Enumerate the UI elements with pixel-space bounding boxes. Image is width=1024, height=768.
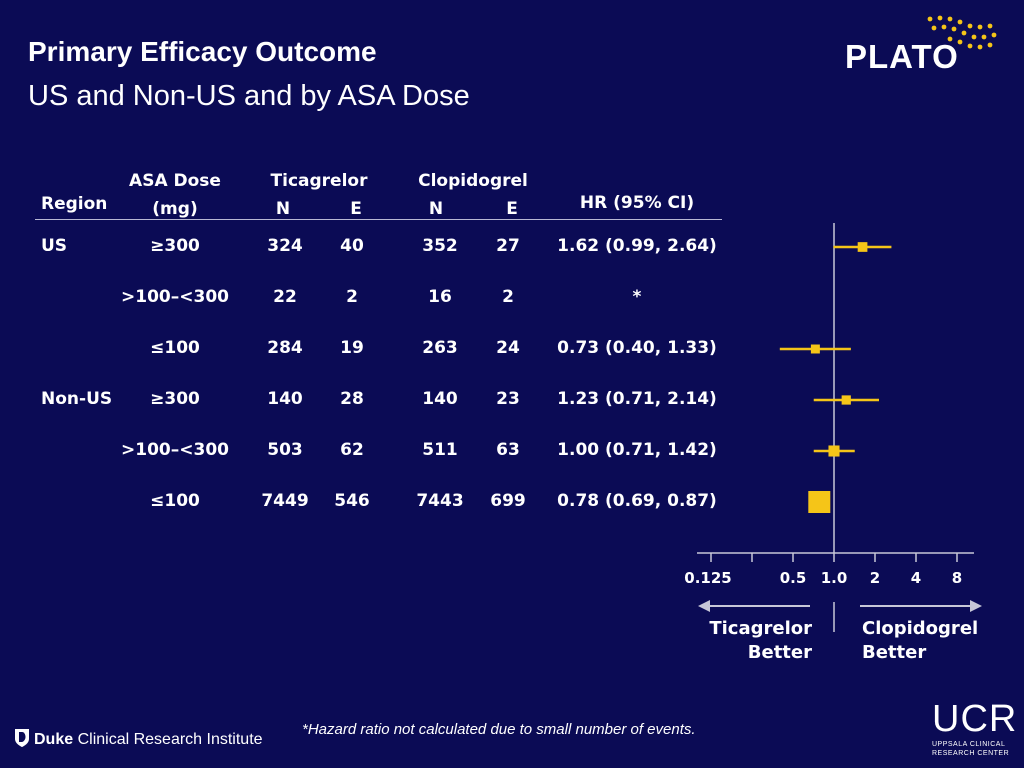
cell-clo-n: 140: [422, 389, 458, 409]
plato-logo: PLATO: [845, 38, 959, 75]
header-clopidogrel-e: E: [506, 199, 518, 219]
hr-marker: [810, 344, 820, 354]
cell-clo-e: 699: [490, 491, 526, 511]
cell-tic-e: 2: [346, 287, 358, 307]
header-clopidogrel-n: N: [428, 199, 444, 219]
cell-clo-n: 511: [422, 440, 458, 460]
right-arrow-head: [970, 600, 982, 612]
header-ticagrelor: Ticagrelor: [270, 171, 368, 191]
page-title: Primary Efficacy Outcome: [28, 36, 377, 67]
cell-tic-n: 7449: [261, 491, 309, 511]
header-asa-dose-unit: (mg): [152, 199, 198, 219]
cell-tic-e: 28: [340, 389, 364, 409]
cell-tic-n: 284: [267, 338, 303, 358]
x-tick-label: 0.5: [780, 569, 807, 587]
cell-hr: 0.78 (0.69, 0.87): [557, 491, 717, 511]
x-tick-label: 1.0: [821, 569, 848, 587]
x-tick-label: 4: [911, 569, 921, 587]
cell-dose: ≤100: [150, 338, 200, 358]
page-subtitle: US and Non-US and by ASA Dose: [28, 80, 470, 112]
right-arrow-label-line-2: Better: [862, 642, 927, 663]
left-arrow-label-line-1: Ticagrelor: [709, 618, 812, 639]
hr-marker: [808, 491, 831, 513]
hr-marker: [857, 242, 868, 252]
cell-clo-e: 24: [496, 338, 520, 358]
right-arrow-label-line-1: Clopidogrel: [862, 618, 979, 639]
cell-hr: 0.73 (0.40, 1.33): [557, 338, 717, 358]
cell-tic-e: 40: [340, 236, 364, 256]
x-tick-label: 0.125: [684, 569, 731, 587]
left-arrow-label-line-2: Better: [747, 642, 812, 663]
cell-tic-e: 546: [334, 491, 370, 511]
cell-clo-n: 352: [422, 236, 458, 256]
cell-tic-e: 62: [340, 440, 364, 460]
cell-hr: 1.00 (0.71, 1.42): [557, 440, 717, 460]
ucr-subtitle-line-1: UPPSALA CLINICAL: [932, 741, 1006, 748]
cell-clo-e: 27: [496, 236, 520, 256]
duke-institute: Clinical Research Institute: [77, 731, 263, 748]
header-ticagrelor-e: E: [350, 199, 362, 219]
hr-marker: [828, 445, 840, 457]
cell-tic-n: 324: [267, 236, 303, 256]
cell-region: US: [41, 236, 68, 256]
cell-hr: 1.62 (0.99, 2.64): [557, 236, 717, 256]
duke-name: Duke: [34, 731, 74, 748]
cell-dose: >100–<300: [121, 287, 229, 307]
cell-clo-e: 63: [496, 440, 520, 460]
x-tick-label: 8: [952, 569, 962, 587]
cell-tic-n: 503: [267, 440, 303, 460]
header-clopidogrel: Clopidogrel: [418, 171, 528, 191]
x-tick-label: 2: [870, 569, 880, 587]
cell-hr: *: [632, 287, 642, 307]
cell-dose: ≥300: [150, 389, 200, 409]
cell-clo-n: 7443: [416, 491, 464, 511]
cell-tic-n: 22: [273, 287, 297, 307]
cell-clo-n: 16: [428, 287, 452, 307]
ticagrelor-better-label: Ticagrelor Better: [706, 617, 812, 665]
header-ticagrelor-n: N: [275, 199, 291, 219]
duke-logo: Duke Clinical Research Institute: [14, 728, 263, 749]
left-arrow-head: [698, 600, 710, 612]
cell-hr: 1.23 (0.71, 2.14): [557, 389, 717, 409]
footnote: *Hazard ratio not calculated due to smal…: [302, 721, 696, 738]
cell-clo-n: 263: [422, 338, 458, 358]
header-hr: HR (95% CI): [579, 193, 695, 213]
cell-tic-e: 19: [340, 338, 364, 358]
cell-dose: >100–<300: [121, 440, 229, 460]
ucr-subtitle-line-2: RESEARCH CENTER: [932, 750, 1010, 757]
duke-shield-icon: [15, 729, 29, 747]
hr-marker: [841, 395, 851, 405]
cell-dose: ≤100: [150, 491, 200, 511]
cell-region: Non-US: [41, 389, 113, 409]
plato-logo-dots-icon: [927, 15, 997, 50]
header-asa-dose: ASA Dose: [129, 171, 221, 191]
cell-tic-n: 140: [267, 389, 303, 409]
clopidogrel-better-label: Clopidogrel Better: [862, 617, 978, 665]
header-divider: [35, 219, 722, 220]
header-region: Region: [41, 194, 108, 214]
ucr-logo: UCR: [932, 698, 1018, 740]
cell-clo-e: 2: [502, 287, 514, 307]
cell-dose: ≥300: [150, 236, 200, 256]
cell-clo-e: 23: [496, 389, 520, 409]
ucr-subtitle: UPPSALA CLINICAL RESEARCH CENTER: [932, 740, 1009, 758]
